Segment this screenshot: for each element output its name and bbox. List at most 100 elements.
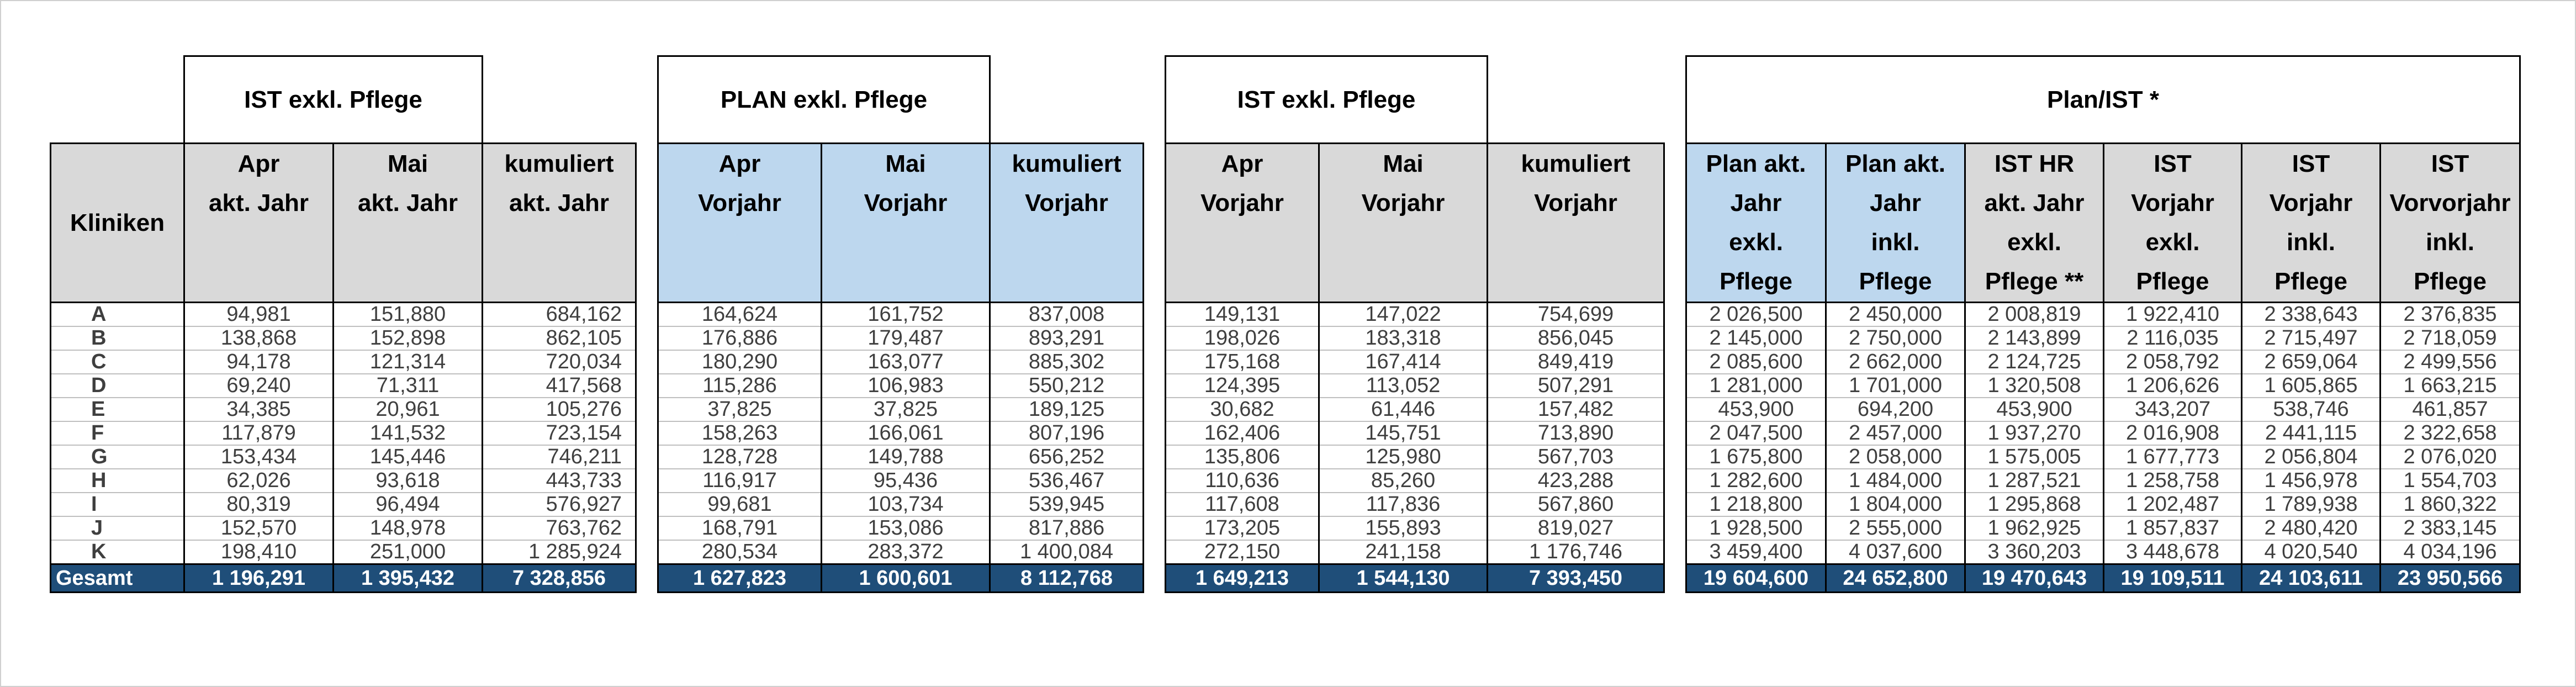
data-cell: 161,752 <box>821 302 991 327</box>
data-cell: 93,618 <box>332 469 483 493</box>
data-cell: 807,196 <box>989 421 1144 446</box>
table-row: 168,791 153,086 817,886 <box>657 516 1144 541</box>
total-cell: 24 652,800 <box>1825 564 1966 593</box>
data-cell: 507,291 <box>1487 374 1665 398</box>
group-title: PLAN exkl. Pflege <box>657 55 991 144</box>
data-cell: 180,290 <box>657 350 822 374</box>
data-cell: 62,026 <box>183 469 334 493</box>
data-cell: 2 450,000 <box>1825 302 1966 327</box>
data-cell: 34,385 <box>183 398 334 422</box>
data-cell: 2 056,804 <box>2241 445 2381 469</box>
data-cell: 423,288 <box>1487 469 1665 493</box>
table-row: G 153,434 145,446 746,211 <box>50 445 637 469</box>
data-cell: 461,857 <box>2379 398 2521 422</box>
data-cell: 2 499,556 <box>2379 350 2521 374</box>
column-header: Plan akt. Jahr exkl. Pflege <box>1685 142 1827 303</box>
row-label: K <box>50 540 185 565</box>
data-cell: 157,482 <box>1487 398 1665 422</box>
data-cell: 1 218,800 <box>1685 493 1827 517</box>
data-cell: 2 555,000 <box>1825 516 1966 541</box>
data-cell: 2 750,000 <box>1825 326 1966 351</box>
column-header: Plan akt. Jahr inkl. Pflege <box>1825 142 1966 303</box>
total-cell: 1 627,823 <box>657 564 822 593</box>
data-cell: 162,406 <box>1165 421 1320 446</box>
data-cell: 153,086 <box>821 516 991 541</box>
data-cell: 1 928,500 <box>1685 516 1827 541</box>
column-header: Apr akt. Jahr <box>183 142 334 303</box>
blank-cell <box>51 56 184 144</box>
table-g2: PLAN exkl. Pflege Apr Vorjahr Mai Vorjahr kum… <box>657 55 1144 593</box>
column-header: IST Vorvorjahr inkl. Pflege <box>2379 142 2521 303</box>
data-cell: 125,980 <box>1318 445 1488 469</box>
data-cell: 720,034 <box>482 350 637 374</box>
table-row: 158,263 166,061 807,196 <box>657 421 1144 446</box>
data-cell: 4 020,540 <box>2241 540 2381 565</box>
data-cell: 2 124,725 <box>1964 350 2104 374</box>
table-row: 1 282,600 1 484,000 1 287,521 1 258,758 1 45… <box>1685 469 2521 493</box>
data-cell: 145,751 <box>1318 421 1488 446</box>
data-cell: 576,927 <box>482 493 637 517</box>
data-cell: 179,487 <box>821 326 991 351</box>
table-row: 135,806 125,980 567,703 <box>1165 445 1665 469</box>
row-label: A <box>50 302 185 327</box>
data-cell: 153,434 <box>183 445 334 469</box>
table-row: 1 675,800 2 058,000 1 575,005 1 677,773 2 05… <box>1685 445 2521 469</box>
data-cell: 1 922,410 <box>2103 302 2242 327</box>
table-row: 2 026,500 2 450,000 2 008,819 1 922,410 2 33… <box>1685 302 2521 327</box>
row-label: E <box>50 398 185 422</box>
data-cell: 198,410 <box>183 540 334 565</box>
column-header: IST Vorjahr exkl. Pflege <box>2103 142 2242 303</box>
table-row: 180,290 163,077 885,302 <box>657 350 1144 374</box>
data-cell: 103,734 <box>821 493 991 517</box>
data-cell: 1 962,925 <box>1964 516 2104 541</box>
table-row: B 138,868 152,898 862,105 <box>50 326 637 351</box>
data-cell: 1 281,000 <box>1685 374 1827 398</box>
table-g1: IST exkl. Pflege Kliniken Apr akt. Jahr Mai a… <box>50 55 637 593</box>
data-cell: 2 376,835 <box>2379 302 2521 327</box>
total-cell: 19 109,511 <box>2103 564 2242 593</box>
data-cell: 251,000 <box>332 540 483 565</box>
total-cell: 8 112,768 <box>989 564 1144 593</box>
total-row: 19 604,600 24 652,800 19 470,643 19 109,511… <box>1685 564 2521 593</box>
table-row: I 80,319 96,494 576,927 <box>50 493 637 517</box>
data-cell: 149,131 <box>1165 302 1320 327</box>
total-cell: 19 604,600 <box>1685 564 1827 593</box>
data-cell: 1 295,868 <box>1964 493 2104 517</box>
table-row: 1 928,500 2 555,000 1 962,925 1 857,837 2 48… <box>1685 516 2521 541</box>
data-cell: 2 145,000 <box>1685 326 1827 351</box>
table-row: J 152,570 148,978 763,762 <box>50 516 637 541</box>
data-cell: 2 457,000 <box>1825 421 1966 446</box>
data-cell: 183,318 <box>1318 326 1488 351</box>
table-row: E 34,385 20,961 105,276 <box>50 398 637 422</box>
data-cell: 538,746 <box>2241 398 2381 422</box>
table-row: 164,624 161,752 837,008 <box>657 302 1144 327</box>
data-cell: 2 441,115 <box>2241 421 2381 446</box>
data-cell: 176,886 <box>657 326 822 351</box>
data-cell: 2 047,500 <box>1685 421 1827 446</box>
row-label: I <box>50 493 185 517</box>
data-cell: 145,446 <box>332 445 483 469</box>
table-row: 2 145,000 2 750,000 2 143,899 2 116,035 2 71… <box>1685 326 2521 351</box>
row-label: C <box>50 350 185 374</box>
data-cell: 763,762 <box>482 516 637 541</box>
data-cell: 2 116,035 <box>2103 326 2242 351</box>
data-cell: 272,150 <box>1165 540 1320 565</box>
column-header: Apr Vorjahr <box>1165 142 1320 303</box>
data-cell: 1 804,000 <box>1825 493 1966 517</box>
data-cell: 694,200 <box>1825 398 1966 422</box>
data-cell: 885,302 <box>989 350 1144 374</box>
data-cell: 80,319 <box>183 493 334 517</box>
total-row: Gesamt 1 196,291 1 395,432 7 328,856 <box>50 564 637 593</box>
table-row: 1 281,000 1 701,000 1 320,508 1 206,626 1 60… <box>1685 374 2521 398</box>
table-row: 149,131 147,022 754,699 <box>1165 302 1665 327</box>
data-cell: 37,825 <box>821 398 991 422</box>
data-cell: 151,880 <box>332 302 483 327</box>
data-cell: 71,311 <box>332 374 483 398</box>
data-cell: 1 400,084 <box>989 540 1144 565</box>
data-cell: 1 206,626 <box>2103 374 2242 398</box>
data-cell: 2 058,792 <box>2103 350 2242 374</box>
data-cell: 453,900 <box>1685 398 1827 422</box>
data-cell: 115,286 <box>657 374 822 398</box>
data-cell: 453,900 <box>1964 398 2104 422</box>
